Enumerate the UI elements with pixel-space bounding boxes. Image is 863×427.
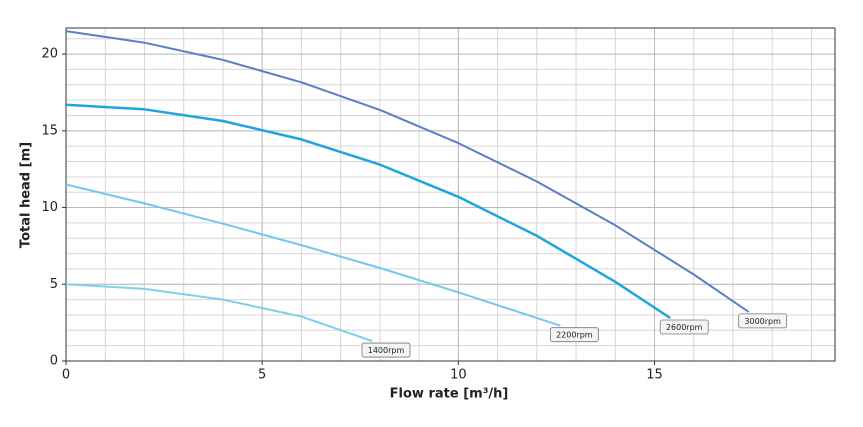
curve-label-box: [659, 319, 709, 335]
plot-frame: [65, 27, 836, 362]
curve: [65, 183, 561, 327]
y-tick-label: 10: [41, 200, 58, 215]
x-axis-title: Flow rate [m³/h]: [390, 387, 509, 402]
curve-label-box: [361, 342, 411, 358]
curve-label-box: [738, 313, 788, 329]
curve-label-text: 1400rpm: [368, 346, 405, 355]
curve-label: 1400rpm: [361, 342, 411, 358]
curve-label: 2600rpm: [659, 319, 709, 335]
y-axis-title: Total head [m]: [19, 142, 34, 248]
x-tick-label: 0: [62, 368, 70, 383]
curve: [65, 30, 750, 313]
curve-label-text: 2600rpm: [666, 323, 703, 332]
x-tick-label: 10: [450, 368, 467, 383]
curve-label: 2200rpm: [549, 327, 599, 343]
curve-label-text: 2200rpm: [556, 331, 593, 340]
x-tick-label: 5: [258, 368, 266, 383]
y-tick-label: 15: [41, 123, 58, 138]
y-tick-label: 5: [50, 277, 58, 292]
y-tick-label: 20: [41, 47, 58, 62]
y-tick-label: 0: [50, 354, 58, 369]
curve-label-box: [549, 327, 599, 343]
curve: [65, 103, 671, 320]
x-tick-label: 15: [646, 368, 663, 383]
curve-label: 3000rpm: [738, 313, 788, 329]
curve-label-text: 3000rpm: [744, 317, 781, 326]
curve: [65, 283, 373, 343]
